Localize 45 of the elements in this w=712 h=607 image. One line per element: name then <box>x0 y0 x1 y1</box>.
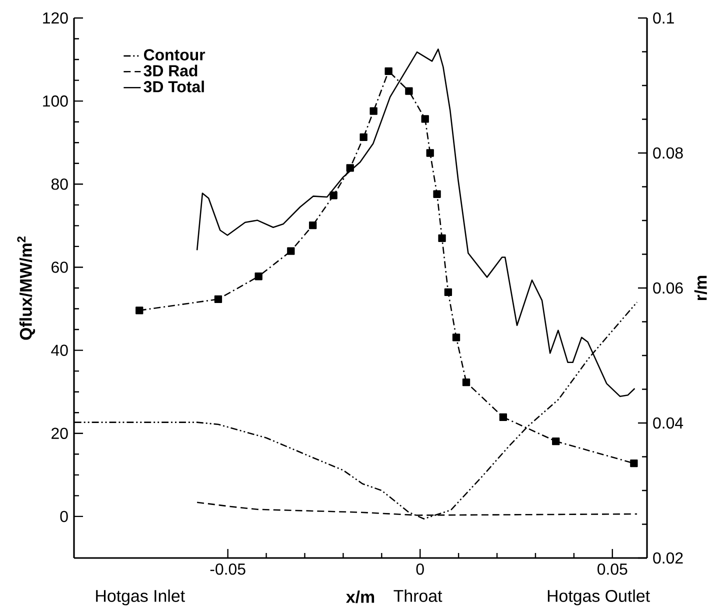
y-tick-label: 100 <box>43 95 68 107</box>
x-axis-title: x/m <box>346 590 374 604</box>
legend-label: 3D Total <box>144 80 204 92</box>
point <box>308 221 317 230</box>
x-tick-label: 0.05 <box>598 564 628 575</box>
point <box>452 334 460 342</box>
point <box>384 67 392 75</box>
x-tick-label: -0.05 <box>210 564 246 575</box>
point <box>462 378 470 386</box>
point <box>346 164 354 172</box>
legend-label: 3D Rad <box>144 64 198 76</box>
point <box>499 413 508 422</box>
point <box>426 149 434 157</box>
point <box>405 87 413 95</box>
point <box>438 234 446 242</box>
y2-axis-title: r/m <box>694 276 707 300</box>
point <box>370 107 378 115</box>
y-tick-label: 20 <box>52 428 68 440</box>
y-tick-label: 80 <box>51 178 68 190</box>
point <box>552 437 560 446</box>
y2-tick-label: 0.02 <box>653 552 683 564</box>
point <box>421 115 429 123</box>
text: Throat <box>394 590 442 602</box>
point <box>136 306 144 314</box>
y2-tick-label: 0.1 <box>653 12 674 24</box>
text: Hotgas Outlet <box>548 590 650 606</box>
point <box>444 288 452 296</box>
y-tick-label: 0 <box>60 510 68 522</box>
y-axis-title: Qflux/MW/m$^{2}$ <box>17 236 36 340</box>
point <box>287 247 295 255</box>
point <box>630 459 638 468</box>
text: Hotgas Inlet <box>96 590 185 606</box>
y-tick-label: 120 <box>43 12 68 24</box>
y2-tick-label: 0.04 <box>653 417 684 429</box>
x-tick-label: 0 <box>416 564 424 575</box>
point <box>433 190 441 198</box>
y-tick-label: 40 <box>51 344 68 356</box>
point <box>330 192 338 200</box>
point <box>360 133 368 142</box>
point <box>254 272 262 280</box>
point <box>214 295 222 304</box>
y-tick-label: 60 <box>52 262 68 273</box>
y2-tick-label: 0.06 <box>653 282 683 294</box>
y2-tick-label: 0.08 <box>653 147 683 159</box>
legend-label: Contour <box>144 49 206 60</box>
